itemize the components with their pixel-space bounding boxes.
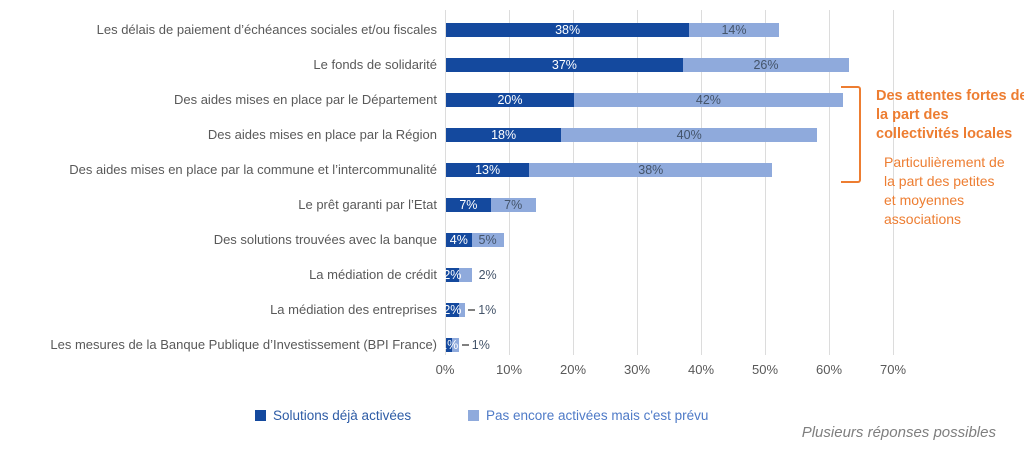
bar-segment-pas-encore	[490, 198, 536, 212]
x-axis-tick: 30%	[623, 362, 651, 377]
gridline	[573, 10, 574, 355]
gridline	[637, 10, 638, 355]
bar-segment-deja-activees	[446, 93, 574, 107]
value-label-light: 1%	[478, 303, 497, 317]
bar-segment-deja-activees	[446, 303, 459, 317]
value-label-dark: 2%	[443, 303, 462, 317]
bar-segment-pas-encore	[689, 23, 779, 37]
legend-item-solutions-activees: Solutions déjà activées	[255, 408, 411, 423]
bar-segment-deja-activees	[446, 198, 491, 212]
legend-item-pas-encore-activees: Pas encore activées mais c'est prévu	[468, 408, 708, 423]
value-label-light: 40%	[676, 128, 702, 142]
category-label: Des solutions trouvées avec la banque	[213, 232, 437, 247]
value-label-light: 1%	[471, 338, 490, 352]
annotation-bracket	[841, 86, 861, 183]
category-label: Des aides mises en place par le Départem…	[173, 92, 437, 107]
x-axis-tick: 50%	[751, 362, 779, 377]
category-label: Des aides mises en place par la Région	[207, 127, 437, 142]
bar-segment-pas-encore	[682, 58, 850, 72]
annotation-title: Des attentes fortes de la part des colle…	[876, 88, 1024, 142]
value-label-dark: 13%	[475, 163, 501, 177]
value-label-light: 14%	[721, 23, 747, 37]
value-label-dark: 37%	[551, 58, 577, 72]
bar-segment-deja-activees	[446, 268, 459, 282]
gridline	[701, 10, 702, 355]
gridline	[765, 10, 766, 355]
leader-line	[468, 309, 476, 311]
value-label-dark: 1%	[440, 338, 459, 352]
value-label-dark: 38%	[555, 23, 581, 37]
bar-segment-pas-encore	[452, 338, 459, 352]
plot-area	[445, 10, 894, 355]
category-label: Le fonds de solidarité	[313, 57, 437, 72]
annotation-subtitle: Particulièrement de la part des petites …	[884, 154, 1005, 227]
leader-line	[461, 344, 469, 346]
value-label-light: 26%	[753, 58, 779, 72]
value-label-light: 2%	[478, 268, 497, 282]
footnote: Plusieurs réponses possibles	[801, 424, 996, 441]
category-label: Les délais de paiement d’échéances socia…	[96, 22, 437, 37]
bar-segment-pas-encore	[561, 128, 818, 142]
gridline	[893, 10, 894, 355]
x-axis-tick: 10%	[495, 362, 523, 377]
bar-segment-deja-activees	[446, 128, 562, 142]
category-label: Le prêt garanti par l’Etat	[298, 197, 437, 212]
x-axis-tick: 40%	[687, 362, 715, 377]
category-label: La médiation des entreprises	[270, 302, 437, 317]
value-label-dark: 20%	[497, 93, 523, 107]
legend-swatch-light-blue	[468, 410, 479, 421]
bar-segment-pas-encore	[458, 303, 466, 317]
legend-swatch-dark-blue	[255, 410, 266, 421]
x-axis-tick: 0%	[435, 362, 455, 377]
value-label-light: 7%	[504, 198, 523, 212]
value-label-light: 42%	[695, 93, 721, 107]
category-label: Des aides mises en place par la commune …	[69, 162, 437, 177]
bar-segment-deja-activees	[446, 338, 453, 352]
legend-label: Solutions déjà activées	[273, 408, 412, 423]
value-label-light: 5%	[478, 233, 497, 247]
value-label-dark: 2%	[443, 268, 462, 282]
value-label-light: 38%	[638, 163, 664, 177]
value-label-dark: 7%	[459, 198, 478, 212]
gridline	[829, 10, 830, 355]
gridline	[445, 10, 446, 355]
bar-segment-pas-encore	[574, 93, 843, 107]
bar-segment-pas-encore	[471, 233, 504, 247]
category-label: La médiation de crédit	[309, 267, 437, 282]
bar-segment-deja-activees	[446, 163, 530, 177]
bar-segment-deja-activees	[446, 23, 690, 37]
bar-segment-deja-activees	[446, 58, 683, 72]
gridline	[509, 10, 510, 355]
bar-segment-pas-encore	[458, 268, 472, 282]
value-label-dark: 4%	[449, 233, 468, 247]
legend-label: Pas encore activées mais c'est prévu	[486, 408, 709, 423]
bar-segment-pas-encore	[529, 163, 773, 177]
x-axis-tick: 20%	[559, 362, 587, 377]
x-axis-tick: 60%	[815, 362, 843, 377]
value-label-dark: 18%	[491, 128, 517, 142]
x-axis-tick: 70%	[879, 362, 907, 377]
category-label: Les mesures de la Banque Publique d’Inve…	[50, 337, 437, 352]
bar-segment-deja-activees	[446, 233, 472, 247]
